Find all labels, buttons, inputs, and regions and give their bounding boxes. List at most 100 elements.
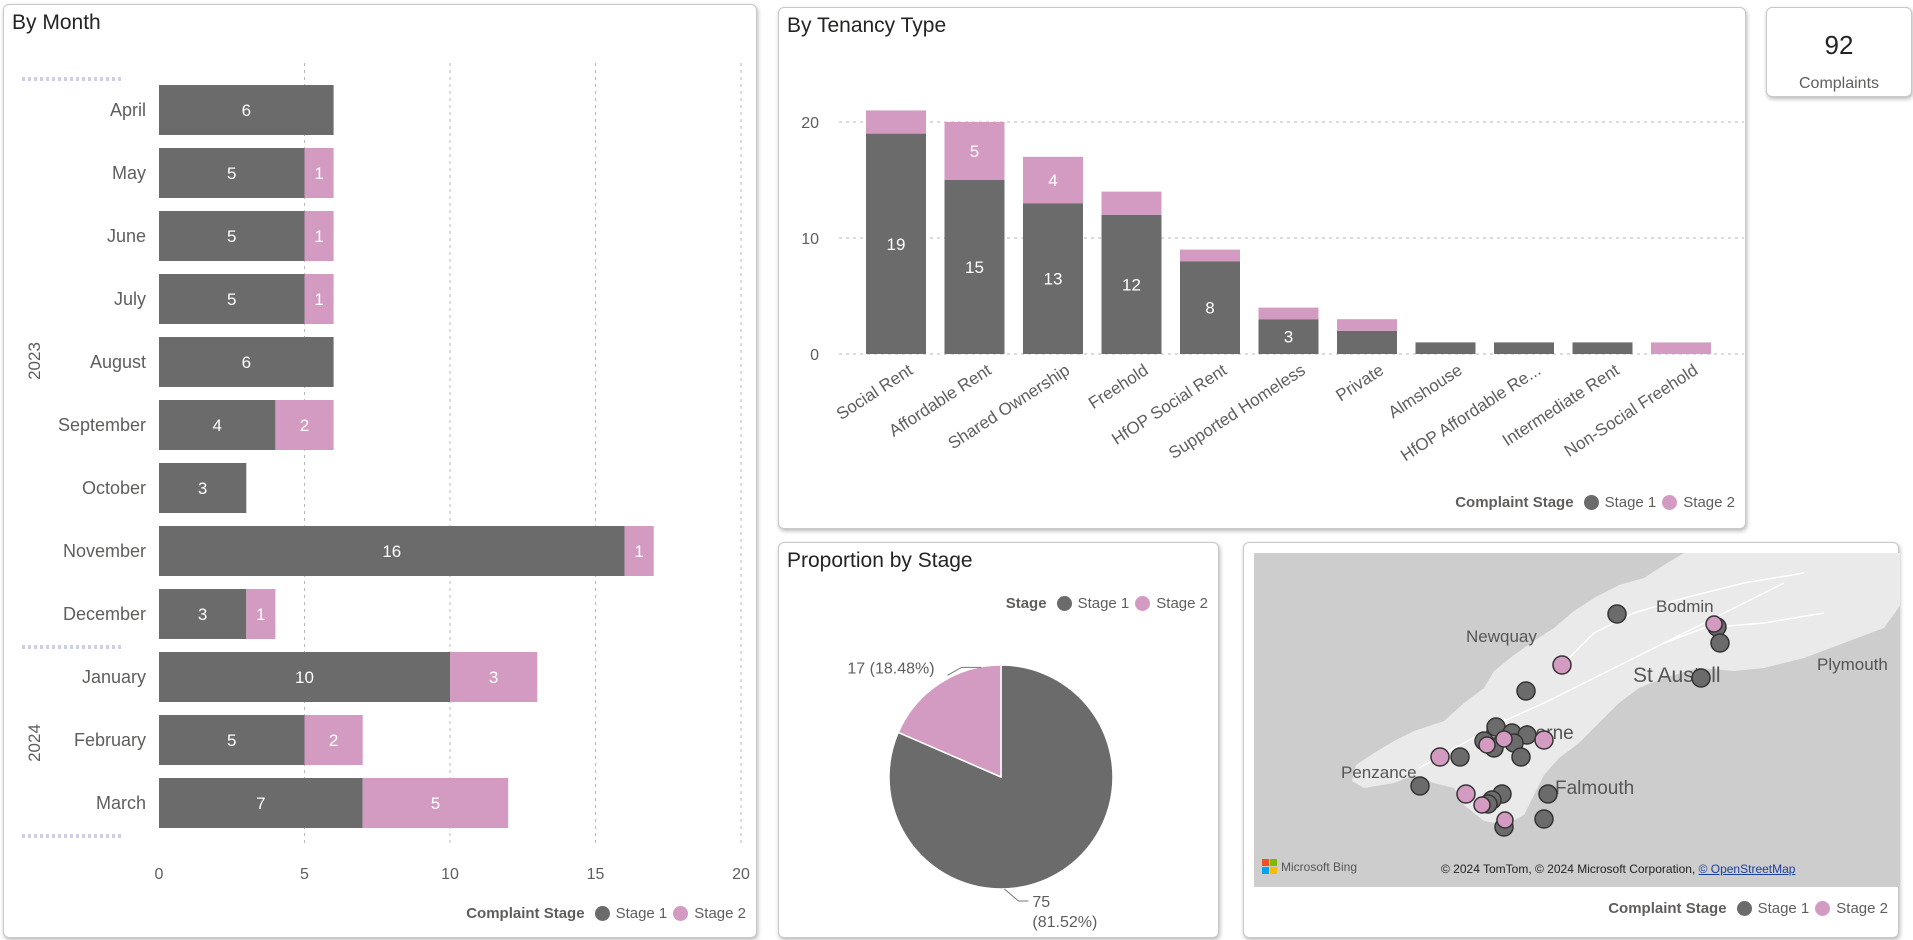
map-marker <box>1478 736 1496 754</box>
map-marker <box>1430 747 1450 767</box>
by-month-legend[interactable]: Complaint Stage Stage 1 Stage 2 <box>466 905 746 922</box>
legend-stage1[interactable]: Stage 1 <box>1604 494 1657 511</box>
month-label: September <box>58 415 146 435</box>
stage1-bar <box>866 133 926 354</box>
map-view[interactable]: Newquay Bodmin St Austell Plymouth Penza… <box>1244 543 1900 939</box>
stage2-bar <box>1180 249 1240 262</box>
map-label-plymouth: Plymouth <box>1817 655 1888 674</box>
year-label: 2023 <box>25 342 44 380</box>
stage1-bar <box>159 715 305 765</box>
by-tenancy-card[interactable]: By Tenancy Type 0 10 20 19 Social Rent 15 5 Aff… <box>778 7 1746 529</box>
legend-stage2[interactable]: Stage 2 <box>694 905 746 922</box>
stage1-dot-icon <box>1056 596 1072 611</box>
stage2-data-label: 3 <box>489 668 498 687</box>
map-marker <box>1516 681 1536 701</box>
legend-stage2[interactable]: Stage 2 <box>1683 494 1735 511</box>
complaints-kpi-card[interactable]: 92 Complaints <box>1766 7 1912 97</box>
proportion-pie-chart[interactable]: 17 (18.48%) 75 (81.52%) <box>779 543 1220 939</box>
by-month-title: By Month <box>12 11 101 34</box>
stage1-bar <box>1101 214 1162 354</box>
stage2-dot-icon <box>1815 901 1831 916</box>
map-label-bodmin: Bodmin <box>1656 597 1714 616</box>
complaints-count: 92 <box>1824 30 1854 60</box>
stage1-bar <box>1415 342 1476 354</box>
proportion-card[interactable]: Proportion by Stage 17 (18.48%) 75 (81.52%… <box>778 542 1219 938</box>
stage2-bar <box>362 778 509 828</box>
map-marker <box>1534 730 1554 750</box>
stage1-data-label: 3 <box>198 605 207 624</box>
stage2-bar <box>246 589 276 639</box>
stage1-data-label: 5 <box>227 164 236 183</box>
stage1-data-label: 15 <box>965 258 984 277</box>
category-label: HfOP Affordable Re... <box>1397 360 1544 465</box>
stage1-data-label: 13 <box>1044 270 1063 289</box>
stage2-bar <box>1337 319 1397 331</box>
legend-title: Complaint Stage <box>1608 900 1727 917</box>
y-tick-label: 10 <box>801 231 819 248</box>
complaint-markers[interactable] <box>1410 604 1730 837</box>
by-month-card[interactable]: By Month 0 5 10 15 20 2023 2024 April 6 May 5 1 June… <box>3 4 757 938</box>
y-tick-label: 0 <box>810 347 819 364</box>
legend-stage1[interactable]: Stage 1 <box>615 905 668 922</box>
stage1-data-label: 8 <box>1205 299 1214 318</box>
by-tenancy-legend[interactable]: Complaint Stage Stage 1 Stage 2 <box>1455 494 1735 511</box>
stage2-bar <box>304 274 334 324</box>
stage1-dot-icon <box>1736 901 1752 916</box>
stage1-bar <box>159 463 247 513</box>
stage2-dot-icon <box>1135 596 1151 611</box>
x-tick-label: 10 <box>441 866 459 883</box>
map-label-penzance: Penzance <box>1341 763 1417 782</box>
stage1-data-label: 12 <box>1122 275 1141 294</box>
stage2-bar <box>450 652 538 702</box>
stage2-data-label: 4 <box>1048 171 1057 190</box>
legend-stage2[interactable]: Stage 2 <box>1836 900 1888 917</box>
map-card[interactable]: Newquay Bodmin St Austell Plymouth Penza… <box>1243 542 1900 939</box>
stage1-data-label: 5 <box>227 731 236 750</box>
proportion-legend[interactable]: Stage Stage 1 Stage 2 <box>1006 595 1208 612</box>
stage1-bar <box>159 526 625 576</box>
pie-slice-stage2 <box>897 664 1002 779</box>
stage2-data-label: 1 <box>314 164 323 183</box>
map-marker <box>1710 633 1730 653</box>
map-marker <box>1410 776 1430 796</box>
map-marker <box>1538 784 1558 804</box>
month-label: November <box>63 541 146 561</box>
stage1-pie-label: 75 <box>1032 894 1050 911</box>
stage2-bar <box>1651 342 1711 354</box>
stage2-data-label: 1 <box>634 542 643 561</box>
bing-label: Microsoft Bing <box>1281 860 1357 874</box>
map-marker <box>1534 809 1554 829</box>
legend-stage1[interactable]: Stage 1 <box>1077 595 1130 612</box>
stage1-data-label: 6 <box>242 353 251 372</box>
by-tenancy-title: By Tenancy Type <box>787 14 947 37</box>
stage1-bar <box>159 589 247 639</box>
map-label-falmouth: Falmouth <box>1555 778 1634 799</box>
month-label: February <box>74 730 146 750</box>
osm-link[interactable]: © OpenStreetMap <box>1698 862 1796 876</box>
legend-stage2[interactable]: Stage 2 <box>1156 595 1208 612</box>
stage1-bar <box>1258 319 1319 354</box>
stage2-bar <box>944 122 1005 180</box>
month-label: August <box>90 352 146 372</box>
x-tick-label: 20 <box>732 866 750 883</box>
map-legend[interactable]: Complaint Stage Stage 1 Stage 2 <box>1608 900 1888 917</box>
stage2-data-label: 1 <box>256 605 265 624</box>
x-tick-label: 0 <box>155 866 164 883</box>
legend-title: Complaint Stage <box>1455 494 1574 511</box>
legend-title: Stage <box>1005 595 1047 612</box>
stage1-bar <box>159 274 305 324</box>
map-credit: © 2024 TomTom, © 2024 Microsoft Corporat… <box>1441 862 1795 876</box>
stage1-bar <box>159 400 276 450</box>
x-tick-label: 15 <box>587 866 605 883</box>
stage2-bar <box>1101 191 1162 215</box>
stage2-bar <box>866 110 926 134</box>
stage1-data-label: 3 <box>1284 328 1293 347</box>
stage1-bar <box>1494 342 1554 354</box>
legend-stage1[interactable]: Stage 1 <box>1757 900 1810 917</box>
month-label: June <box>107 226 146 246</box>
stage2-bar <box>304 211 334 261</box>
map-label-newquay: Newquay <box>1466 627 1537 646</box>
stage1-bar <box>1180 261 1240 354</box>
